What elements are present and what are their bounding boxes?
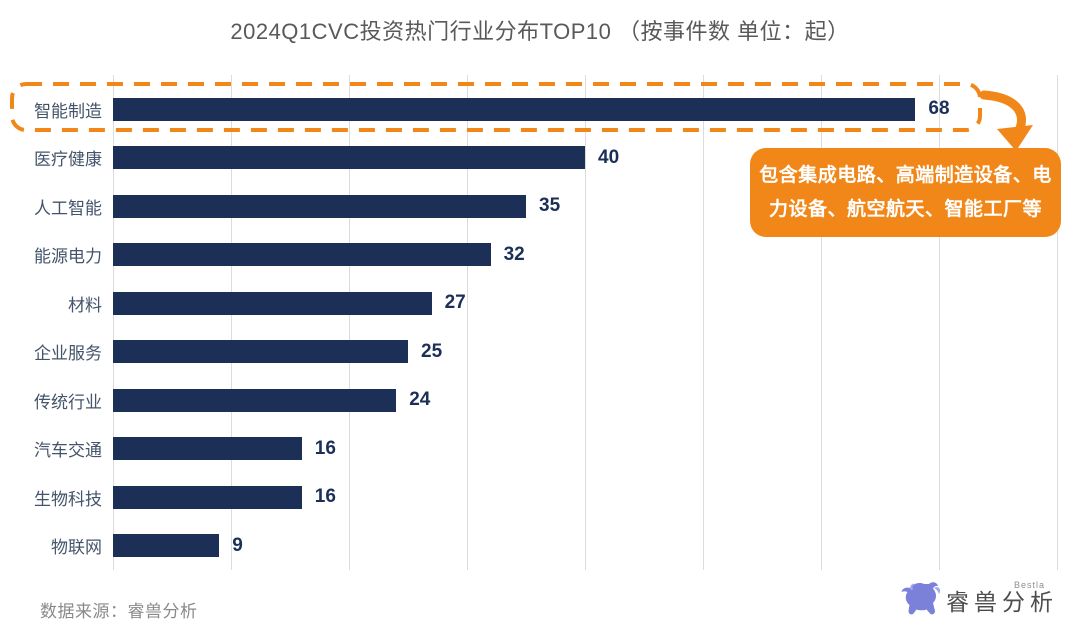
category-label: 能源电力: [34, 247, 102, 267]
gridline: [231, 75, 232, 570]
bar-row-9: 生物科技 16: [0, 473, 1057, 522]
bar-row-7: 传统行业 24: [0, 376, 1057, 425]
bar-cell: 24: [113, 376, 1057, 425]
bar-row-5: 材料 27: [0, 279, 1057, 328]
annotation-line-2: 力设备、航空航天、智能工厂等: [768, 198, 1042, 220]
data-source: 数据来源：睿兽分析: [40, 602, 198, 621]
bar: [113, 146, 585, 170]
category-label: 智能制造: [34, 101, 102, 121]
bar-row-2: 医疗健康 40: [0, 134, 1057, 183]
category-label: 物联网: [51, 538, 102, 558]
bar-cell: 40: [113, 134, 1057, 183]
value-label: 16: [314, 486, 336, 508]
category-label: 汽车交通: [34, 441, 102, 461]
category-label: 材料: [68, 295, 102, 315]
value-label: 24: [409, 389, 431, 411]
bar: [113, 243, 491, 267]
value-label: 27: [444, 292, 466, 314]
value-label: 9: [232, 534, 243, 556]
bar-row-3: 人工智能 35: [0, 182, 1057, 231]
value-label: 25: [421, 340, 443, 362]
category-label: 传统行业: [34, 392, 102, 412]
bar-cell: 35: [113, 182, 1057, 231]
category-label: 生物科技: [34, 489, 102, 509]
bar-cell: 32: [113, 231, 1057, 280]
gridline: [467, 75, 468, 570]
bar-cell: 9: [113, 522, 1057, 571]
value-label: 16: [314, 437, 336, 459]
gridline: [585, 75, 586, 570]
bar: [113, 340, 408, 364]
gridline: [349, 75, 350, 570]
bar: [113, 437, 302, 461]
plot-area: [113, 75, 1058, 570]
category-label: 企业服务: [34, 344, 102, 364]
category-label: 人工智能: [34, 198, 102, 218]
bar-row-1: 智能制造 68: [0, 85, 1057, 134]
annotation-callout: 包含集成电路、高端制造设备、电 力设备、航空航天、智能工厂等: [750, 148, 1061, 237]
bar-row-4: 能源电力 32: [0, 231, 1057, 280]
bar: [113, 291, 432, 315]
bar: [113, 97, 916, 121]
logo-subtext: Bestla: [1014, 580, 1046, 590]
value-label: 40: [598, 146, 620, 168]
bar-row-6: 企业服务 25: [0, 328, 1057, 377]
gridline: [1057, 75, 1058, 570]
gridline: [821, 75, 822, 570]
gridline: [113, 75, 114, 570]
bar-cell: 27: [113, 279, 1057, 328]
bar: [113, 388, 397, 412]
bar: [113, 534, 220, 558]
category-label: 医疗健康: [34, 150, 102, 170]
bar-row-10: 物联网 9: [0, 522, 1057, 571]
bar-cell: 16: [113, 425, 1057, 474]
brand-logo: 睿兽分析 Bestla: [898, 578, 1058, 622]
gridline: [939, 75, 940, 570]
beast-logo-icon: [901, 582, 941, 615]
value-label: 35: [539, 195, 561, 217]
bar-cell: 16: [113, 473, 1057, 522]
bar: [113, 194, 526, 218]
gridline: [703, 75, 704, 570]
logo-text: 睿兽分析: [946, 589, 1058, 615]
bar: [113, 485, 302, 509]
bar-cell: 25: [113, 328, 1057, 377]
annotation-line-1: 包含集成电路、高端制造设备、电: [759, 164, 1052, 186]
bar-cell: 68: [113, 85, 1057, 134]
chart-title: 2024Q1CVC投资热门行业分布TOP10 （按事件数 单位：起）: [230, 19, 850, 44]
bar-row-8: 汽车交通 16: [0, 425, 1057, 474]
value-label: 68: [928, 98, 950, 120]
value-label: 32: [503, 243, 525, 265]
